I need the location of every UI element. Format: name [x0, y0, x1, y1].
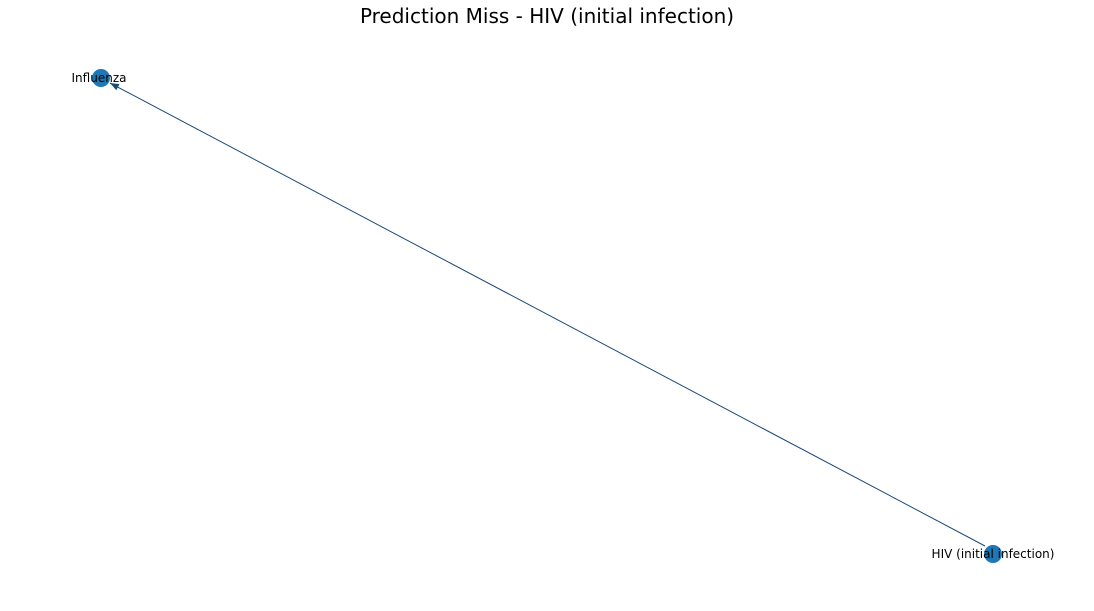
node-influenza-label: Influenza — [72, 71, 127, 85]
node-influenza[interactable]: Influenza — [72, 69, 127, 87]
node-hiv[interactable]: HIV (initial infection) — [932, 545, 1055, 563]
node-hiv-circle[interactable] — [984, 545, 1002, 563]
node-hiv-label: HIV (initial infection) — [932, 547, 1055, 561]
diagram-title: Prediction Miss - HIV (initial infection… — [359, 4, 735, 28]
node-influenza-circle[interactable] — [92, 69, 110, 87]
edge-hiv-to-influenza — [109, 82, 986, 547]
